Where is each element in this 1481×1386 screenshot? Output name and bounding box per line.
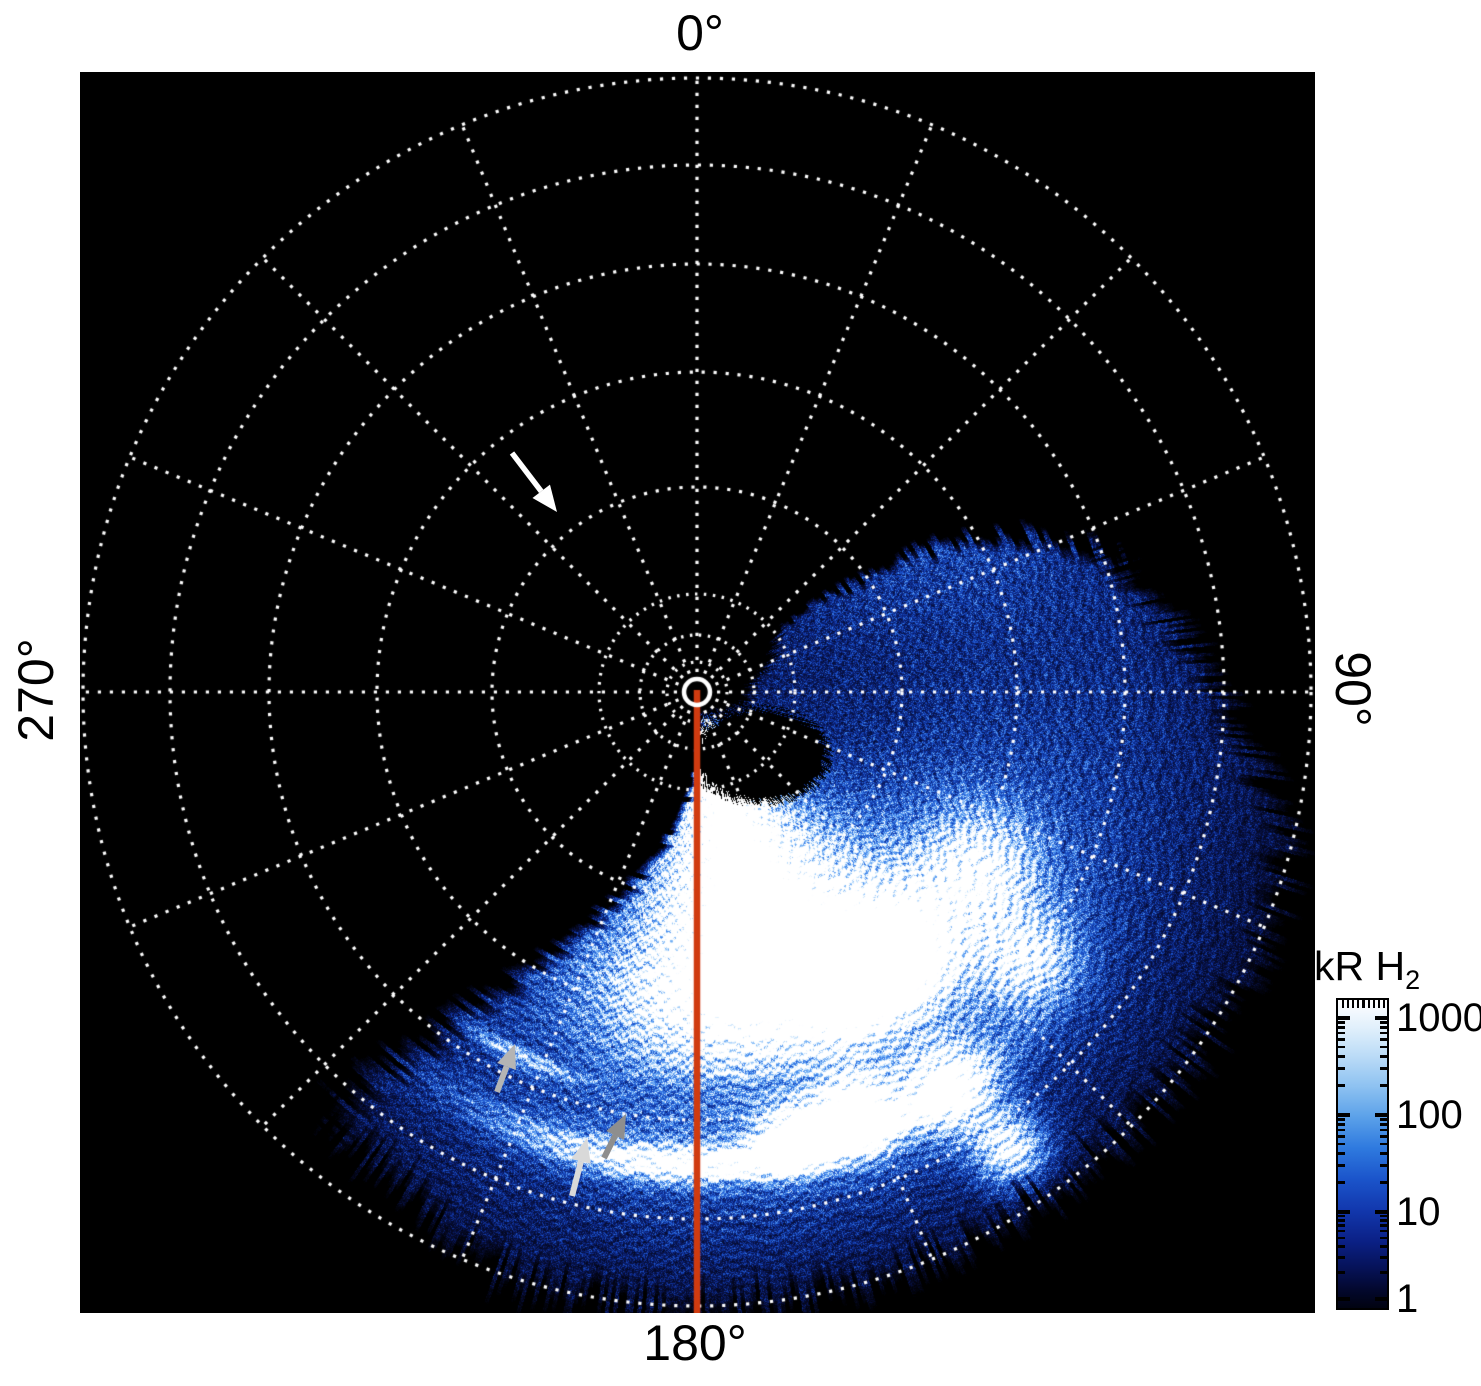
colorbar-minor-tick — [1380, 1067, 1387, 1070]
angle-label-90: 90° — [1325, 651, 1381, 727]
colorbar-tick-1000: 1000 — [1396, 996, 1481, 1040]
colorbar-minor-tick — [1380, 1038, 1387, 1041]
colorbar-minor-tick — [1380, 1229, 1387, 1233]
colorbar-major-tick — [1375, 1297, 1387, 1301]
colorbar-top-minor-tick — [1351, 1000, 1355, 1008]
colorbar-minor-tick — [1380, 1135, 1387, 1138]
colorbar-top-minor-tick — [1357, 1000, 1360, 1008]
colorbar-minor-tick — [1338, 1135, 1345, 1138]
colorbar-minor-tick — [1380, 1118, 1387, 1121]
colorbar-minor-tick — [1380, 1164, 1387, 1167]
colorbar-major-tick — [1375, 1113, 1387, 1117]
colorbar-minor-tick — [1380, 1181, 1387, 1184]
colorbar-minor-tick — [1338, 1123, 1345, 1126]
colorbar-minor-tick — [1338, 1236, 1345, 1240]
colorbar-title-subscript: 2 — [1405, 965, 1421, 996]
colorbar-minor-tick — [1380, 1142, 1387, 1146]
colorbar-minor-tick — [1380, 1084, 1387, 1087]
polar-heatmap-canvas — [80, 72, 1315, 1313]
colorbar-gradient — [1336, 998, 1389, 1310]
colorbar-top-minor-tick — [1367, 1000, 1370, 1008]
colorbar-major-tick — [1375, 1210, 1387, 1214]
colorbar-minor-tick — [1338, 1128, 1345, 1132]
colorbar-minor-tick — [1338, 1256, 1345, 1259]
colorbar-minor-tick — [1380, 1256, 1387, 1259]
colorbar-major-tick — [1375, 1016, 1387, 1020]
colorbar-minor-tick — [1380, 1219, 1387, 1222]
colorbar-top-minor-tick — [1341, 1000, 1344, 1008]
colorbar-top-minor-tick — [1362, 1000, 1365, 1008]
colorbar-top-minor-tick — [1383, 1000, 1386, 1008]
colorbar-minor-tick — [1338, 1224, 1345, 1227]
colorbar-minor-tick — [1338, 1026, 1345, 1029]
colorbar-minor-tick — [1338, 1164, 1345, 1167]
colorbar-minor-tick — [1380, 1123, 1387, 1126]
colorbar-minor-tick — [1338, 1181, 1345, 1184]
colorbar-minor-tick — [1380, 1021, 1387, 1024]
colorbar-minor-tick — [1380, 1236, 1387, 1240]
colorbar-major-tick — [1338, 1113, 1350, 1117]
colorbar-minor-tick — [1338, 1067, 1345, 1070]
colorbar-minor-tick — [1338, 1118, 1345, 1121]
angle-label-180: 180° — [643, 1315, 747, 1371]
colorbar-minor-tick — [1338, 1021, 1345, 1024]
angle-label-270: 270° — [8, 638, 64, 742]
colorbar-minor-tick — [1338, 1031, 1345, 1035]
colorbar-minor-tick — [1338, 1038, 1345, 1041]
colorbar-top-minor-tick — [1372, 1000, 1376, 1008]
colorbar-minor-tick — [1338, 1152, 1345, 1155]
colorbar-minor-tick — [1380, 1055, 1387, 1058]
colorbar-minor-tick — [1338, 1219, 1345, 1222]
colorbar-minor-tick — [1338, 1055, 1345, 1058]
colorbar-major-tick — [1338, 1210, 1350, 1214]
colorbar-major-tick — [1338, 1297, 1350, 1301]
colorbar-tick-100: 100 — [1396, 1093, 1463, 1137]
colorbar-minor-tick — [1380, 1245, 1387, 1248]
colorbar-minor-tick — [1338, 1142, 1345, 1146]
colorbar-minor-tick — [1380, 1271, 1387, 1274]
colorbar-major-tick — [1338, 1016, 1350, 1020]
colorbar-minor-tick — [1338, 1245, 1345, 1248]
colorbar-tick-1: 1 — [1396, 1277, 1419, 1321]
angle-label-0: 0° — [676, 5, 724, 61]
polar-plot-area — [80, 72, 1315, 1313]
colorbar-minor-tick — [1380, 1214, 1387, 1218]
colorbar-minor-tick — [1380, 1045, 1387, 1049]
colorbar-title-main: kR H — [1314, 943, 1406, 989]
colorbar-title: kR H2 — [1314, 946, 1420, 994]
colorbar-minor-tick — [1338, 1045, 1345, 1049]
colorbar-minor-tick — [1380, 1152, 1387, 1155]
colorbar-top-minor-tick — [1346, 1000, 1350, 1008]
colorbar-minor-tick — [1380, 1224, 1387, 1227]
colorbar-minor-tick — [1380, 1031, 1387, 1035]
colorbar-minor-tick — [1338, 1084, 1345, 1087]
colorbar-top-minor-tick — [1377, 1000, 1381, 1008]
colorbar-minor-tick — [1380, 1026, 1387, 1029]
colorbar-minor-tick — [1338, 1229, 1345, 1233]
colorbar-minor-tick — [1338, 1214, 1345, 1218]
colorbar-minor-tick — [1338, 1271, 1345, 1274]
colorbar-tick-10: 10 — [1396, 1190, 1441, 1234]
colorbar-minor-tick — [1380, 1128, 1387, 1132]
